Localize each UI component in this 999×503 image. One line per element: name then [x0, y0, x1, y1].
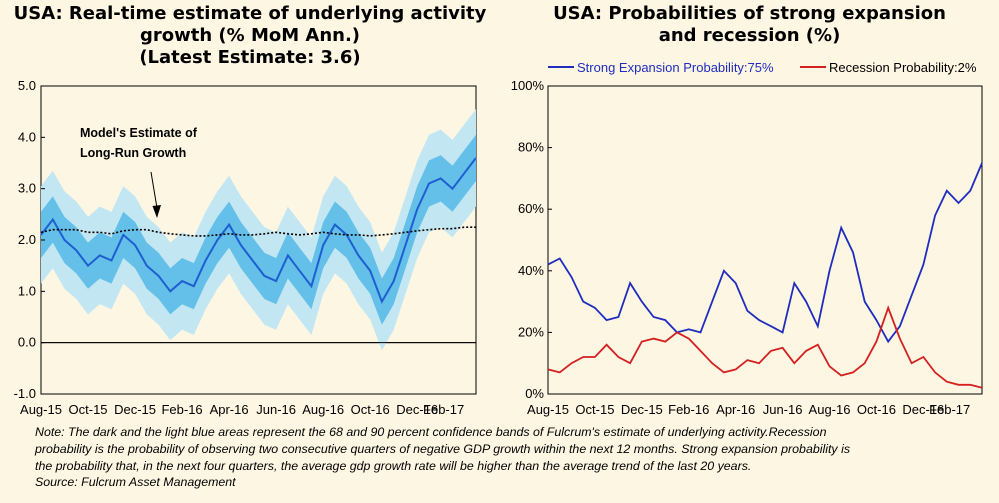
left-title-line-2: growth (% MoM Ann.) [139, 25, 361, 46]
series-recession [547, 305, 983, 389]
left-x-tick-label: Oct-15 [69, 402, 108, 417]
right-y-tick-label: 0% [525, 386, 544, 401]
right-series-lines [547, 162, 983, 389]
right-title-line-1: USA: Probabilities of strong expansion [553, 3, 946, 24]
series-estimate [40, 157, 477, 304]
right-x-axis: Aug-15 Oct-15 Dec-15 Feb-16 Apr-16 Jun-16 Aug-… [527, 402, 970, 417]
left-x-tick-label: Dec-16 [396, 402, 438, 417]
left-x-tick-label: Oct-16 [351, 402, 390, 417]
footnote: Note: The dark and the light blue areas … [35, 424, 985, 491]
left-x-tick-label: Feb-16 [161, 402, 202, 417]
right-x-tick-label: Jun-16 [763, 402, 803, 417]
left-y-tick-label: 2.0 [18, 232, 36, 247]
right-x-tick-label: Oct-16 [857, 402, 896, 417]
left-x-tick-label: Jun-16 [256, 402, 296, 417]
right-legend: Strong Expansion Probability:75% Recessi… [548, 60, 977, 75]
source-text: Source: Fulcrum Asset Management [35, 475, 236, 490]
left-confidence-bands [41, 109, 476, 351]
left-y-axis: -1.0 0.0 1.0 2.0 3.0 4.0 5.0 [14, 78, 45, 401]
left-title-line-1: USA: Real-time estimate of underlying ac… [13, 3, 487, 24]
left-x-tick-label: Aug-15 [20, 402, 62, 417]
left-x-axis: Aug-15 Oct-15 Dec-15 Feb-16 Apr-16 Jun-16 Aug-… [20, 402, 464, 417]
right-x-tick-label: Feb-16 [668, 402, 709, 417]
band-68 [41, 134, 476, 325]
right-y-tick-label: 40% [518, 263, 544, 278]
annotation-line-2: Long-Run Growth [80, 146, 186, 160]
right-plot-frame [547, 85, 983, 395]
annotation-arrow [150, 171, 161, 218]
right-y-tick-label: 60% [518, 201, 544, 216]
note-line-2: probability is the probability of observ… [35, 441, 851, 456]
right-x-tick-label: Aug-16 [809, 402, 851, 417]
left-series-lines [40, 157, 477, 344]
left-x-tick-label: Dec-15 [114, 402, 156, 417]
legend-label-expansion: Strong Expansion Probability:75% [577, 60, 774, 75]
series-strong-expansion [547, 162, 983, 344]
right-x-tick-label: Dec-15 [621, 402, 663, 417]
right-title-line-2: and recession (%) [658, 25, 841, 46]
left-y-tick-label: 4.0 [18, 129, 36, 144]
left-x-tick-label: Feb-17 [423, 402, 464, 417]
left-y-tick-label: 3.0 [18, 181, 36, 196]
right-y-tick-label: 20% [518, 324, 544, 339]
left-chart-title: USA: Real-time estimate of underlying ac… [0, 3, 500, 69]
right-y-tick-label: 80% [518, 140, 544, 155]
note-line-3: the probability that, in the next four q… [35, 458, 752, 473]
left-title-line-3: (Latest Estimate: 3.6) [139, 47, 361, 68]
legend-label-recession: Recession Probability:2% [829, 60, 977, 75]
right-y-tick-label: 100% [511, 78, 545, 93]
left-y-tick-label: 1.0 [18, 283, 36, 298]
left-x-tick-label: Apr-16 [210, 402, 249, 417]
left-x-tick-label: Aug-16 [302, 402, 344, 417]
right-chart-title: USA: Probabilities of strong expansion a… [500, 3, 999, 47]
left-y-tick-label: 5.0 [18, 78, 36, 93]
right-x-tick-label: Apr-16 [716, 402, 755, 417]
left-y-tick-label: 0.0 [18, 335, 36, 350]
right-x-tick-label: Feb-17 [929, 402, 970, 417]
annotation-line-1: Model's Estimate of [80, 126, 198, 140]
charts-svg: -1.0 0.0 1.0 2.0 3.0 4.0 5.0 Aug-15 Oct-15 Dec-1… [14, 60, 983, 417]
right-x-tick-label: Oct-15 [575, 402, 614, 417]
right-x-tick-label: Dec-16 [902, 402, 944, 417]
right-x-tick-label: Aug-15 [527, 402, 569, 417]
note-line-1: Note: The dark and the light blue areas … [35, 425, 827, 439]
right-y-axis: 0% 20% 40% 60% 80% 100% [511, 78, 552, 401]
series-long-run-trend [40, 226, 476, 237]
left-y-tick-label: -1.0 [14, 386, 36, 401]
